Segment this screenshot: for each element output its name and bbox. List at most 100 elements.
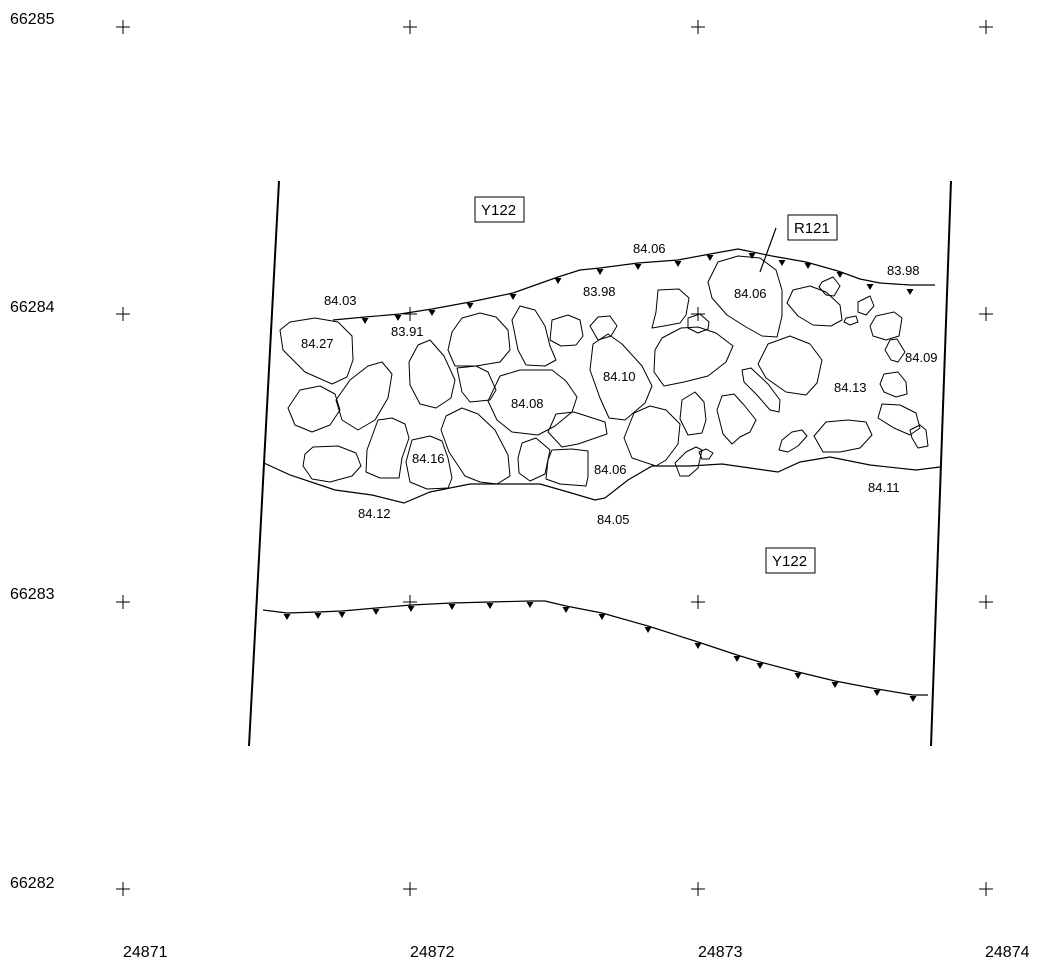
stone [741, 367, 781, 413]
feature-label: R121 [794, 220, 830, 237]
stone [440, 407, 511, 485]
stone [879, 371, 908, 398]
stone [405, 435, 453, 490]
stone [487, 369, 578, 436]
grid-cross [979, 595, 993, 609]
hachure-tick [778, 260, 786, 266]
easting-label-24874: 24874 [985, 944, 1030, 961]
elevation-label: 83.98 [583, 284, 616, 299]
hachure-tick [283, 614, 291, 620]
stone [857, 295, 875, 316]
grid-cross [979, 307, 993, 321]
hachure-tick [428, 310, 436, 316]
stone [549, 314, 584, 347]
northing-label-66285: 66285 [10, 11, 55, 28]
hachure-tick [598, 614, 606, 620]
stone [653, 326, 734, 387]
elevation-label: 84.09 [905, 350, 938, 365]
feature-box [787, 214, 838, 241]
stone [674, 446, 703, 477]
elevation-label: 84.06 [594, 462, 627, 477]
hachure-tick [407, 606, 415, 612]
stone [909, 424, 929, 449]
elevation-label: 84.11 [868, 480, 900, 495]
hachure-tick [873, 690, 881, 696]
elevation-label: 84.10 [603, 369, 636, 384]
hachure-tick [486, 603, 494, 609]
context-label-lower: Y122 [772, 553, 807, 570]
grid-cross [691, 595, 705, 609]
grid-cross [979, 20, 993, 34]
stone [302, 445, 362, 483]
easting-label-24873: 24873 [698, 944, 743, 961]
grid-crosses [116, 20, 993, 896]
hachure-tick [448, 604, 456, 610]
stone [408, 339, 456, 409]
stone-layer-boundary [263, 456, 941, 504]
stone [517, 437, 551, 482]
hachure-tick [906, 289, 914, 295]
hachure-tick [756, 663, 764, 669]
stone [279, 317, 354, 385]
stone [545, 448, 589, 487]
hachure-tick [314, 613, 322, 619]
stone [813, 419, 873, 453]
elevation-label: 84.27 [301, 336, 334, 351]
hachure-tick [733, 656, 741, 662]
elevation-label: 83.91 [391, 324, 424, 339]
context-label-upper: Y122 [481, 202, 516, 219]
stone [589, 333, 653, 421]
stone [818, 276, 841, 297]
stone [456, 365, 497, 403]
grid-cross [979, 882, 993, 896]
stone [287, 385, 341, 433]
elevation-label: 84.12 [358, 506, 391, 521]
hachure-tick [554, 278, 562, 284]
hachure-tick [596, 269, 604, 275]
grid-cross [691, 20, 705, 34]
hachure-tick [831, 682, 839, 688]
hachure-tick [674, 261, 682, 267]
stone [679, 391, 707, 436]
stone [651, 288, 690, 329]
stones [279, 255, 929, 490]
hachure-tick [466, 303, 474, 309]
hachure-ticks [283, 253, 917, 702]
grid-cross [116, 307, 130, 321]
stone [877, 403, 921, 436]
stone [623, 405, 681, 467]
easting-label-24872: 24872 [410, 944, 455, 961]
stone [843, 315, 859, 326]
northing-label-66282: 66282 [10, 875, 55, 892]
stone [869, 311, 903, 341]
stone [447, 312, 511, 367]
context-box-lower [765, 547, 816, 574]
stone [716, 393, 757, 445]
hachure-tick [794, 673, 802, 679]
elevation-label: 84.03 [324, 293, 357, 308]
grid-cross [691, 307, 705, 321]
elevation-label: 84.08 [511, 396, 544, 411]
hachure-tick [909, 696, 917, 702]
hachure-tick [804, 263, 812, 269]
elevation-label: 84.06 [633, 241, 666, 256]
hachure-tick [562, 607, 570, 613]
elevation-label: 83.98 [887, 263, 920, 278]
stone [589, 315, 618, 341]
hachure-tick [634, 264, 642, 270]
stone [547, 411, 608, 448]
stone [335, 361, 393, 431]
hachure-tick [694, 643, 702, 649]
hachure-tick [372, 609, 380, 615]
easting-label-24871: 24871 [123, 944, 168, 961]
feature-pointer [759, 227, 777, 273]
stone [786, 285, 843, 327]
grid-cross [403, 307, 417, 321]
elevation-label: 84.13 [834, 380, 867, 395]
grid-cross [116, 882, 130, 896]
hachure-tick [706, 255, 714, 261]
grid-cross [691, 882, 705, 896]
hachure-tick [836, 272, 844, 278]
elevation-label: 84.06 [734, 286, 767, 301]
